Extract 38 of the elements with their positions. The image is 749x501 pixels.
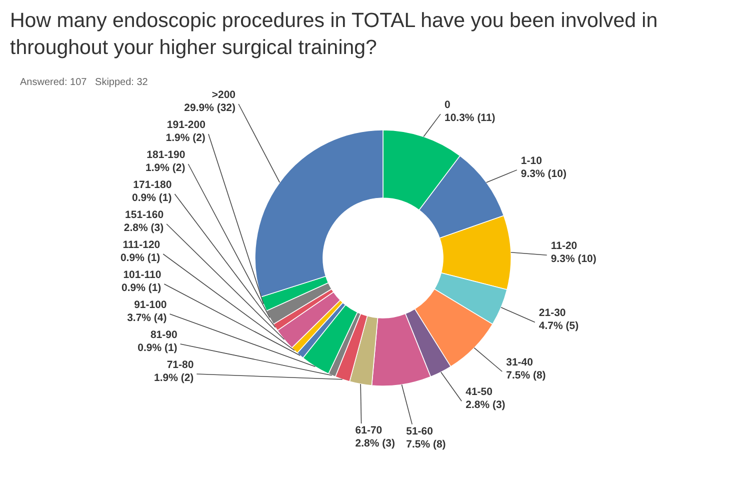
data-label: 0.9% (1) [120,252,160,264]
slice-label: 181-190 [146,149,186,161]
data-label: 9.3% (10) [520,168,566,180]
slice-label: 71-80 [166,359,194,371]
slice-label: 171-180 [133,179,172,191]
data-label: 10.3% (11) [444,112,496,124]
data-label: 29.9% (32) [184,102,236,114]
data-label: 0.9% (1) [138,342,178,354]
slice-label: 91-100 [134,299,167,311]
slice-label: 81-90 [150,329,178,341]
slice-label: >200 [212,89,236,101]
data-label: 1.9% (2) [146,162,186,174]
data-label: 4.7% (5) [538,320,579,332]
slice-label: 41-50 [466,386,493,398]
data-label: 2.8% (3) [124,222,164,234]
slice-label: 111-120 [122,239,160,251]
slice-label: 101-110 [123,269,162,281]
chart-title: How many endoscopic procedures in TOTAL have you been involved in throughout your higher surgical training? [10,9,658,59]
slice-label: 31-40 [506,356,534,368]
slice-label: 11-20 [550,240,578,252]
slice-label: 21-30 [538,307,566,320]
slice-label: 1-10 [520,154,542,167]
data-label: 9.3% (10) [550,253,596,266]
slice-label: 51-60 [406,425,434,438]
chart-subtitle: Answered: 107 Skipped: 32 [20,77,148,88]
slice-label: 151-160 [125,209,164,221]
data-label: 1.9% (2) [154,372,194,384]
slice-label: 61-70 [355,424,382,437]
data-label: 7.5% (8) [406,438,446,450]
slice-label: 191-200 [166,119,206,131]
data-label: 2.8% (3) [355,438,395,450]
data-label: 3.7% (4) [127,312,167,324]
data-label: 0.9% (1) [122,282,162,294]
data-label: 2.8% (3) [466,399,506,412]
data-label: 7.5% (8) [506,369,546,382]
slice-label: 0 [444,99,451,112]
data-label: 1.9% (2) [166,132,206,144]
data-label: 0.9% (1) [132,192,172,204]
